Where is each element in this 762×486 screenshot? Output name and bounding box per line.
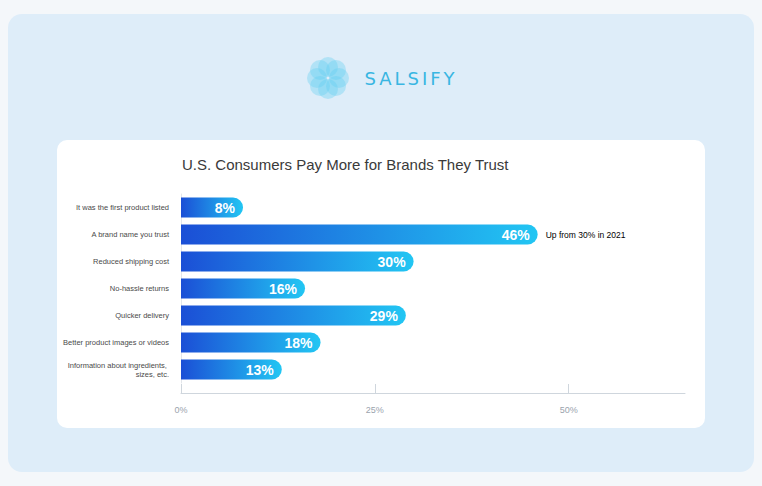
svg-text:Better product images or video: Better product images or videos [63, 338, 169, 347]
svg-text:8%: 8% [215, 200, 236, 216]
svg-text:29%: 29% [370, 308, 399, 324]
svg-text:30%: 30% [378, 254, 407, 270]
svg-text:A brand name you trust: A brand name you trust [91, 230, 169, 239]
svg-text:in 2021: in 2021 [595, 230, 626, 240]
svg-text:30%: 30% [578, 230, 595, 240]
svg-text:Information about ingredients,: Information about ingredients, [68, 361, 169, 370]
svg-text:sizes, etc.: sizes, etc. [136, 370, 169, 379]
svg-text:16%: 16% [269, 281, 298, 297]
svg-text:Quicker delivery: Quicker delivery [115, 311, 169, 320]
svg-text:0%: 0% [174, 405, 187, 415]
svg-text:U.S. Consumers Pay More for Br: U.S. Consumers Pay More for Brands They … [182, 156, 509, 173]
svg-text:No-hassle returns: No-hassle returns [110, 284, 169, 293]
html-text:SALSIFY: SALSIFY [364, 67, 458, 89]
svg-text:It was the first product liste: It was the first product listed [76, 203, 169, 212]
svg-text:13%: 13% [246, 362, 275, 378]
svg-text:18%: 18% [285, 335, 314, 351]
svg-text:Reduced shipping cost: Reduced shipping cost [93, 257, 170, 266]
svg-text:25%: 25% [366, 405, 384, 415]
svg-text:Up from: Up from [546, 230, 579, 240]
svg-text:50%: 50% [560, 405, 578, 415]
svg-text:46%: 46% [502, 227, 531, 243]
